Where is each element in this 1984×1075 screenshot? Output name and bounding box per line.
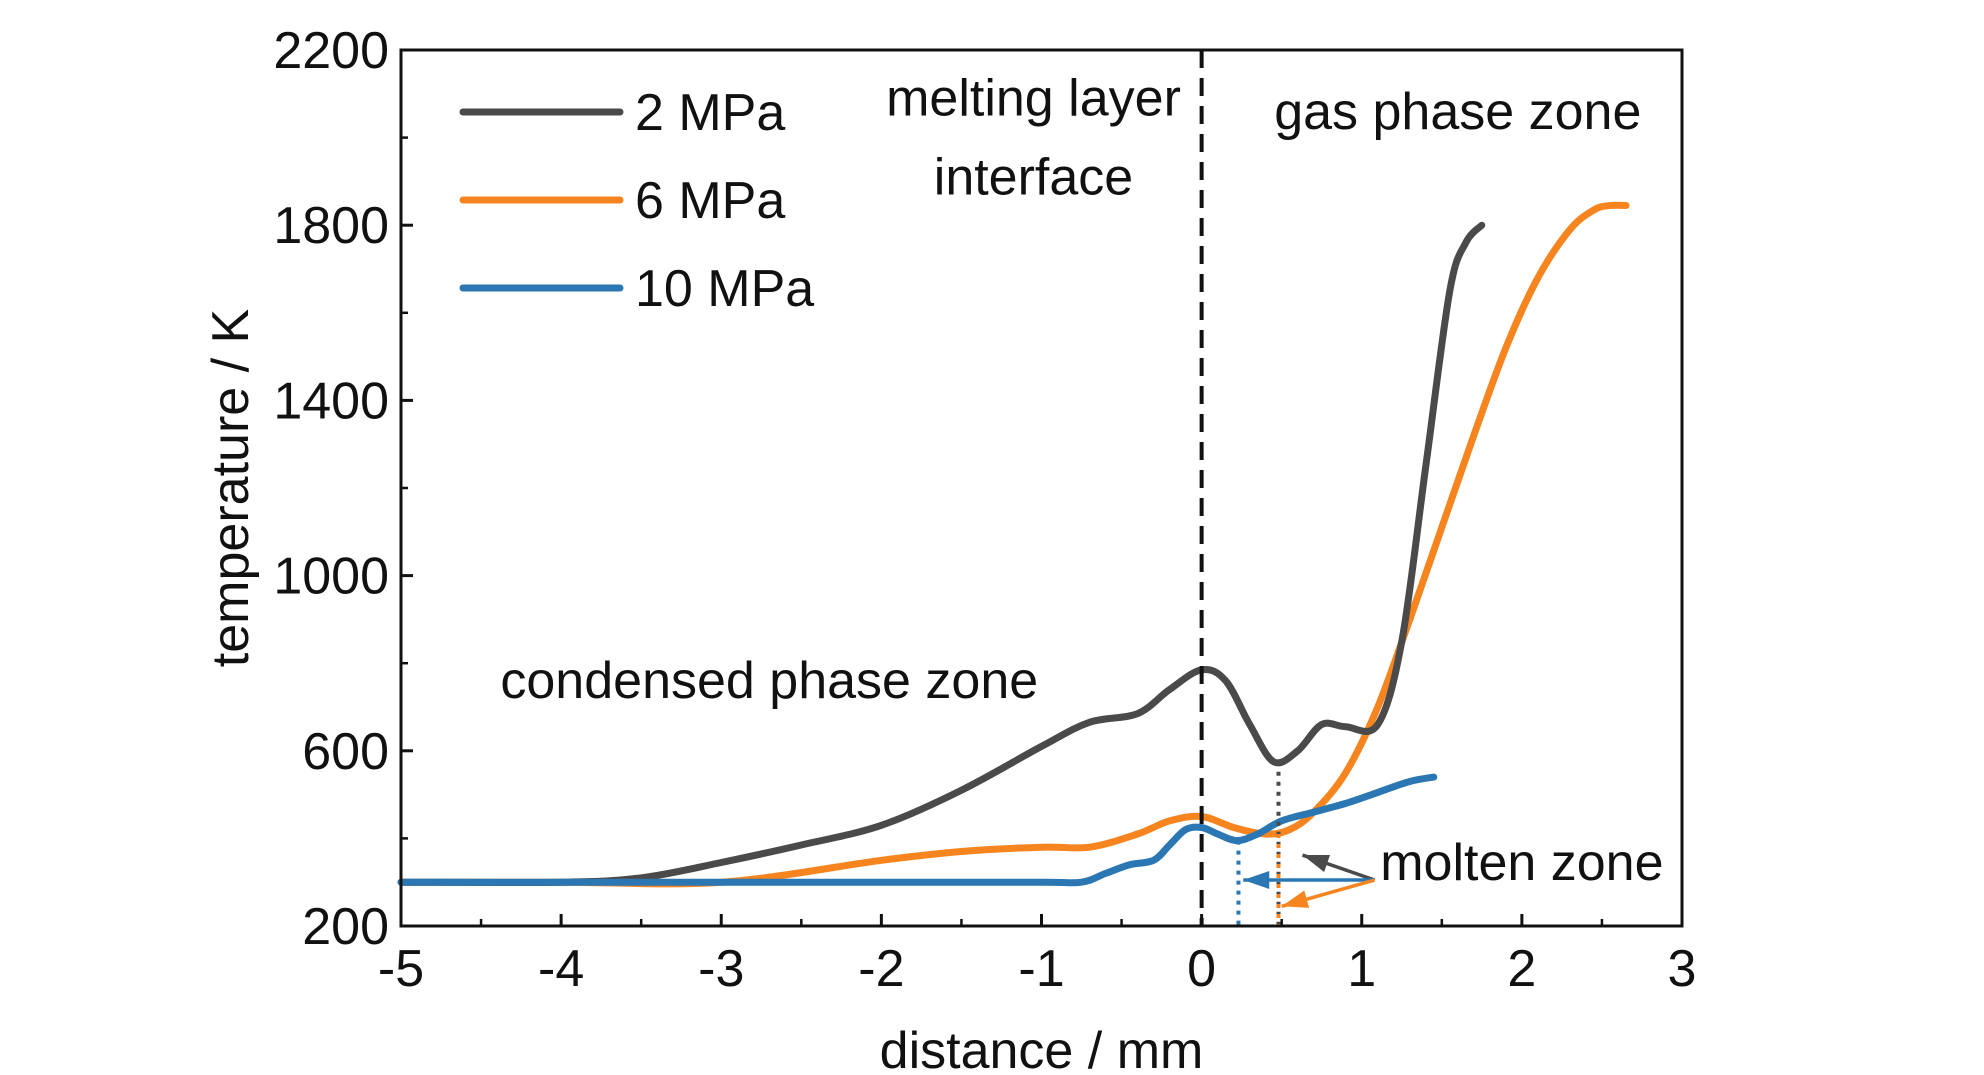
series-layer [397,201,1630,888]
x-axis-title: distance / mm [880,1022,1204,1075]
annotation-interface: interface [934,149,1133,207]
x-tick-label: 1 [1347,940,1376,998]
reference-lines [1199,50,1281,926]
arrow-6mpa [1281,878,1376,908]
arrow-10mpa [1243,871,1375,890]
x-tick-label: -3 [698,940,744,998]
legend-label: 2 MPa [635,84,785,142]
x-tick-label: 2 [1507,940,1536,998]
y-tick-label: 200 [302,898,389,956]
annotation-molten-zone: molten zone [1380,834,1663,892]
legend-label: 10 MPa [635,260,814,318]
x-tick-label: -2 [858,940,904,998]
annotation-condensed-phase-zone: condensed phase zone [500,652,1038,710]
y-axis-title: temperature / K [202,308,260,667]
axis-ticks: -5 -4 -3 -2 -1 0 1 2 3 200 600 1000 1400 1800 2200 [273,22,1696,998]
y-tick-label: 1800 [273,197,389,255]
x-tick-label: -5 [378,940,424,998]
y-tick-label: 1400 [273,372,389,430]
y-tick-label: 1000 [273,548,389,606]
y-tick-label: 600 [302,723,389,781]
annotation-melting-layer: melting layer [886,70,1181,128]
legend-label: 6 MPa [635,172,785,230]
annotations: melting layer interface gas phase zone cond… [500,70,1663,892]
x-tick-label: 3 [1668,940,1697,998]
x-tick-label: -4 [538,940,584,998]
x-tick-label: 0 [1187,940,1216,998]
series-line-2-mpa [397,221,1486,887]
x-tick-label: -1 [1018,940,1064,998]
y-tick-label: 2200 [273,22,389,80]
legend: 2 MPa 6 MPa 10 MPa [459,84,814,318]
molten-zone-arrows [1243,853,1376,908]
series-line-10-mpa [397,773,1438,887]
legend-entry: 6 MPa [459,172,785,230]
series-line-6-mpa [397,201,1630,888]
legend-entry: 10 MPa [459,260,814,318]
arrow-2mpa [1301,853,1376,882]
legend-entry: 2 MPa [459,84,785,142]
annotation-gas-phase-zone: gas phase zone [1274,83,1641,141]
